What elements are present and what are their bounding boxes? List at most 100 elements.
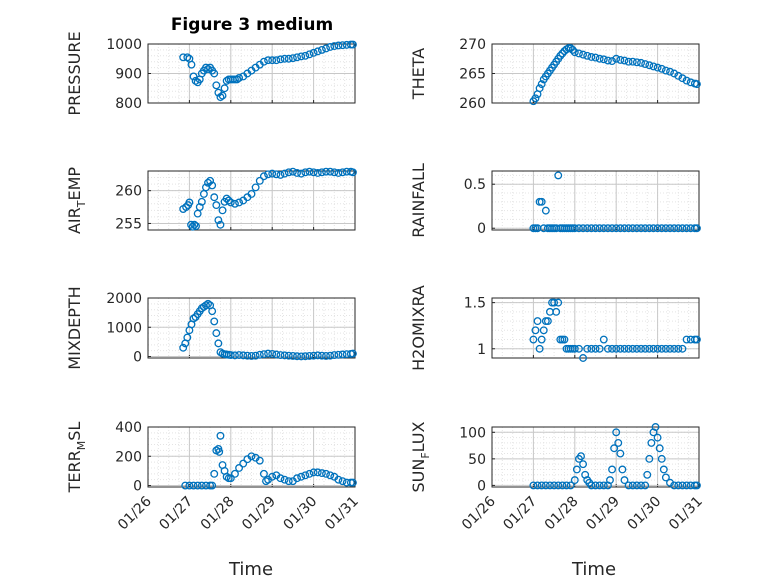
- y-tick-label: 2000: [106, 291, 142, 307]
- data-point: [653, 433, 662, 442]
- data-point: [334, 169, 343, 177]
- data-point: [330, 168, 339, 177]
- data-point: [552, 307, 561, 316]
- data-point: [197, 197, 206, 206]
- y-axis-label: H2OMIXRA: [409, 285, 428, 371]
- data-point: [317, 45, 326, 54]
- data-point: [546, 481, 554, 490]
- data-point: [326, 167, 335, 176]
- data-point: [264, 170, 273, 179]
- data-point: [215, 447, 224, 456]
- data-point: [297, 52, 306, 61]
- data-point: [628, 481, 637, 490]
- axes-box: [147, 426, 356, 488]
- axes-box: [147, 297, 356, 359]
- data-point: [641, 344, 650, 353]
- y-tick-label: 1000: [106, 37, 142, 53]
- data-point: [239, 459, 248, 468]
- data-point: [591, 224, 600, 233]
- data-point: [657, 454, 666, 463]
- y-tick-label: 260: [115, 184, 142, 200]
- data-point: [218, 91, 227, 100]
- data-point: [533, 481, 542, 490]
- data-point: [637, 224, 645, 233]
- x-axis-label-left: Time: [228, 559, 273, 580]
- data-point: [288, 54, 297, 63]
- data-point: [288, 167, 297, 176]
- data-point: [204, 65, 212, 74]
- data-point: [338, 168, 347, 177]
- data-point: [529, 335, 538, 344]
- data-point: [678, 224, 687, 233]
- data-point: [280, 54, 289, 63]
- data-point: [334, 350, 343, 359]
- data-point: [189, 72, 198, 81]
- data-point: [214, 216, 223, 225]
- data-point: [309, 351, 318, 360]
- data-point: [334, 41, 343, 50]
- y-tick-label: 0: [133, 479, 142, 495]
- data-point: [550, 298, 559, 307]
- y-axis-label: THETA: [409, 48, 428, 100]
- data-point: [641, 60, 650, 69]
- y-tick-label: 0: [477, 478, 486, 494]
- data-point: [330, 351, 339, 360]
- data-point: [272, 56, 281, 65]
- data-point: [570, 344, 579, 353]
- data-point: [591, 53, 600, 62]
- subplot-7: 0 200 400 TERRMSL 01/26 01/27 01/28 01/29 01/30 0…: [65, 420, 362, 533]
- data-point: [210, 469, 219, 478]
- data-point: [628, 224, 637, 233]
- data-point: [692, 481, 701, 490]
- data-point: [566, 44, 575, 53]
- data-point: [568, 45, 577, 54]
- data-point: [235, 73, 244, 82]
- y-tick-label: 260: [459, 96, 486, 112]
- data-point: [599, 55, 608, 64]
- y-tick-label: 1.5: [464, 296, 486, 312]
- data-point: [645, 224, 654, 233]
- data-point: [280, 169, 289, 178]
- data-point: [272, 350, 281, 359]
- data-point: [189, 481, 198, 490]
- data-point: [583, 224, 592, 233]
- axes-box: [147, 170, 356, 231]
- data-point: [537, 481, 546, 490]
- data-point: [649, 224, 658, 233]
- data-point: [649, 62, 658, 71]
- data-point: [224, 196, 233, 205]
- data-point: [620, 56, 629, 65]
- data-point: [539, 326, 548, 335]
- figure-title: Figure 3 medium: [171, 15, 333, 35]
- data-point: [280, 475, 289, 484]
- data-point: [212, 201, 221, 210]
- data-point: [612, 344, 621, 353]
- data-point: [301, 51, 310, 60]
- data-point: [247, 452, 256, 461]
- data-point: [579, 460, 588, 469]
- data-point: [606, 476, 614, 485]
- data-point: [595, 481, 604, 490]
- data-point: [682, 76, 691, 85]
- data-point: [653, 63, 662, 72]
- data-point: [531, 94, 540, 103]
- data-point: [649, 344, 658, 353]
- axes-box: [491, 43, 700, 104]
- data-point: [661, 66, 670, 75]
- data-point: [599, 481, 608, 490]
- data-point: [674, 481, 683, 490]
- data-point: [692, 224, 701, 233]
- data-point: [293, 53, 301, 62]
- data-point: [305, 469, 314, 478]
- data-point: [608, 465, 617, 474]
- data-point: [643, 470, 652, 479]
- data-point: [616, 224, 625, 233]
- x-axis-label-right: Time: [571, 559, 616, 580]
- y-tick-label: 1000: [106, 320, 142, 336]
- data-point: [624, 57, 633, 66]
- data-point: [653, 224, 662, 233]
- data-point: [268, 472, 277, 481]
- data-point: [255, 176, 264, 185]
- data-point: [322, 167, 330, 176]
- data-point: [645, 454, 654, 463]
